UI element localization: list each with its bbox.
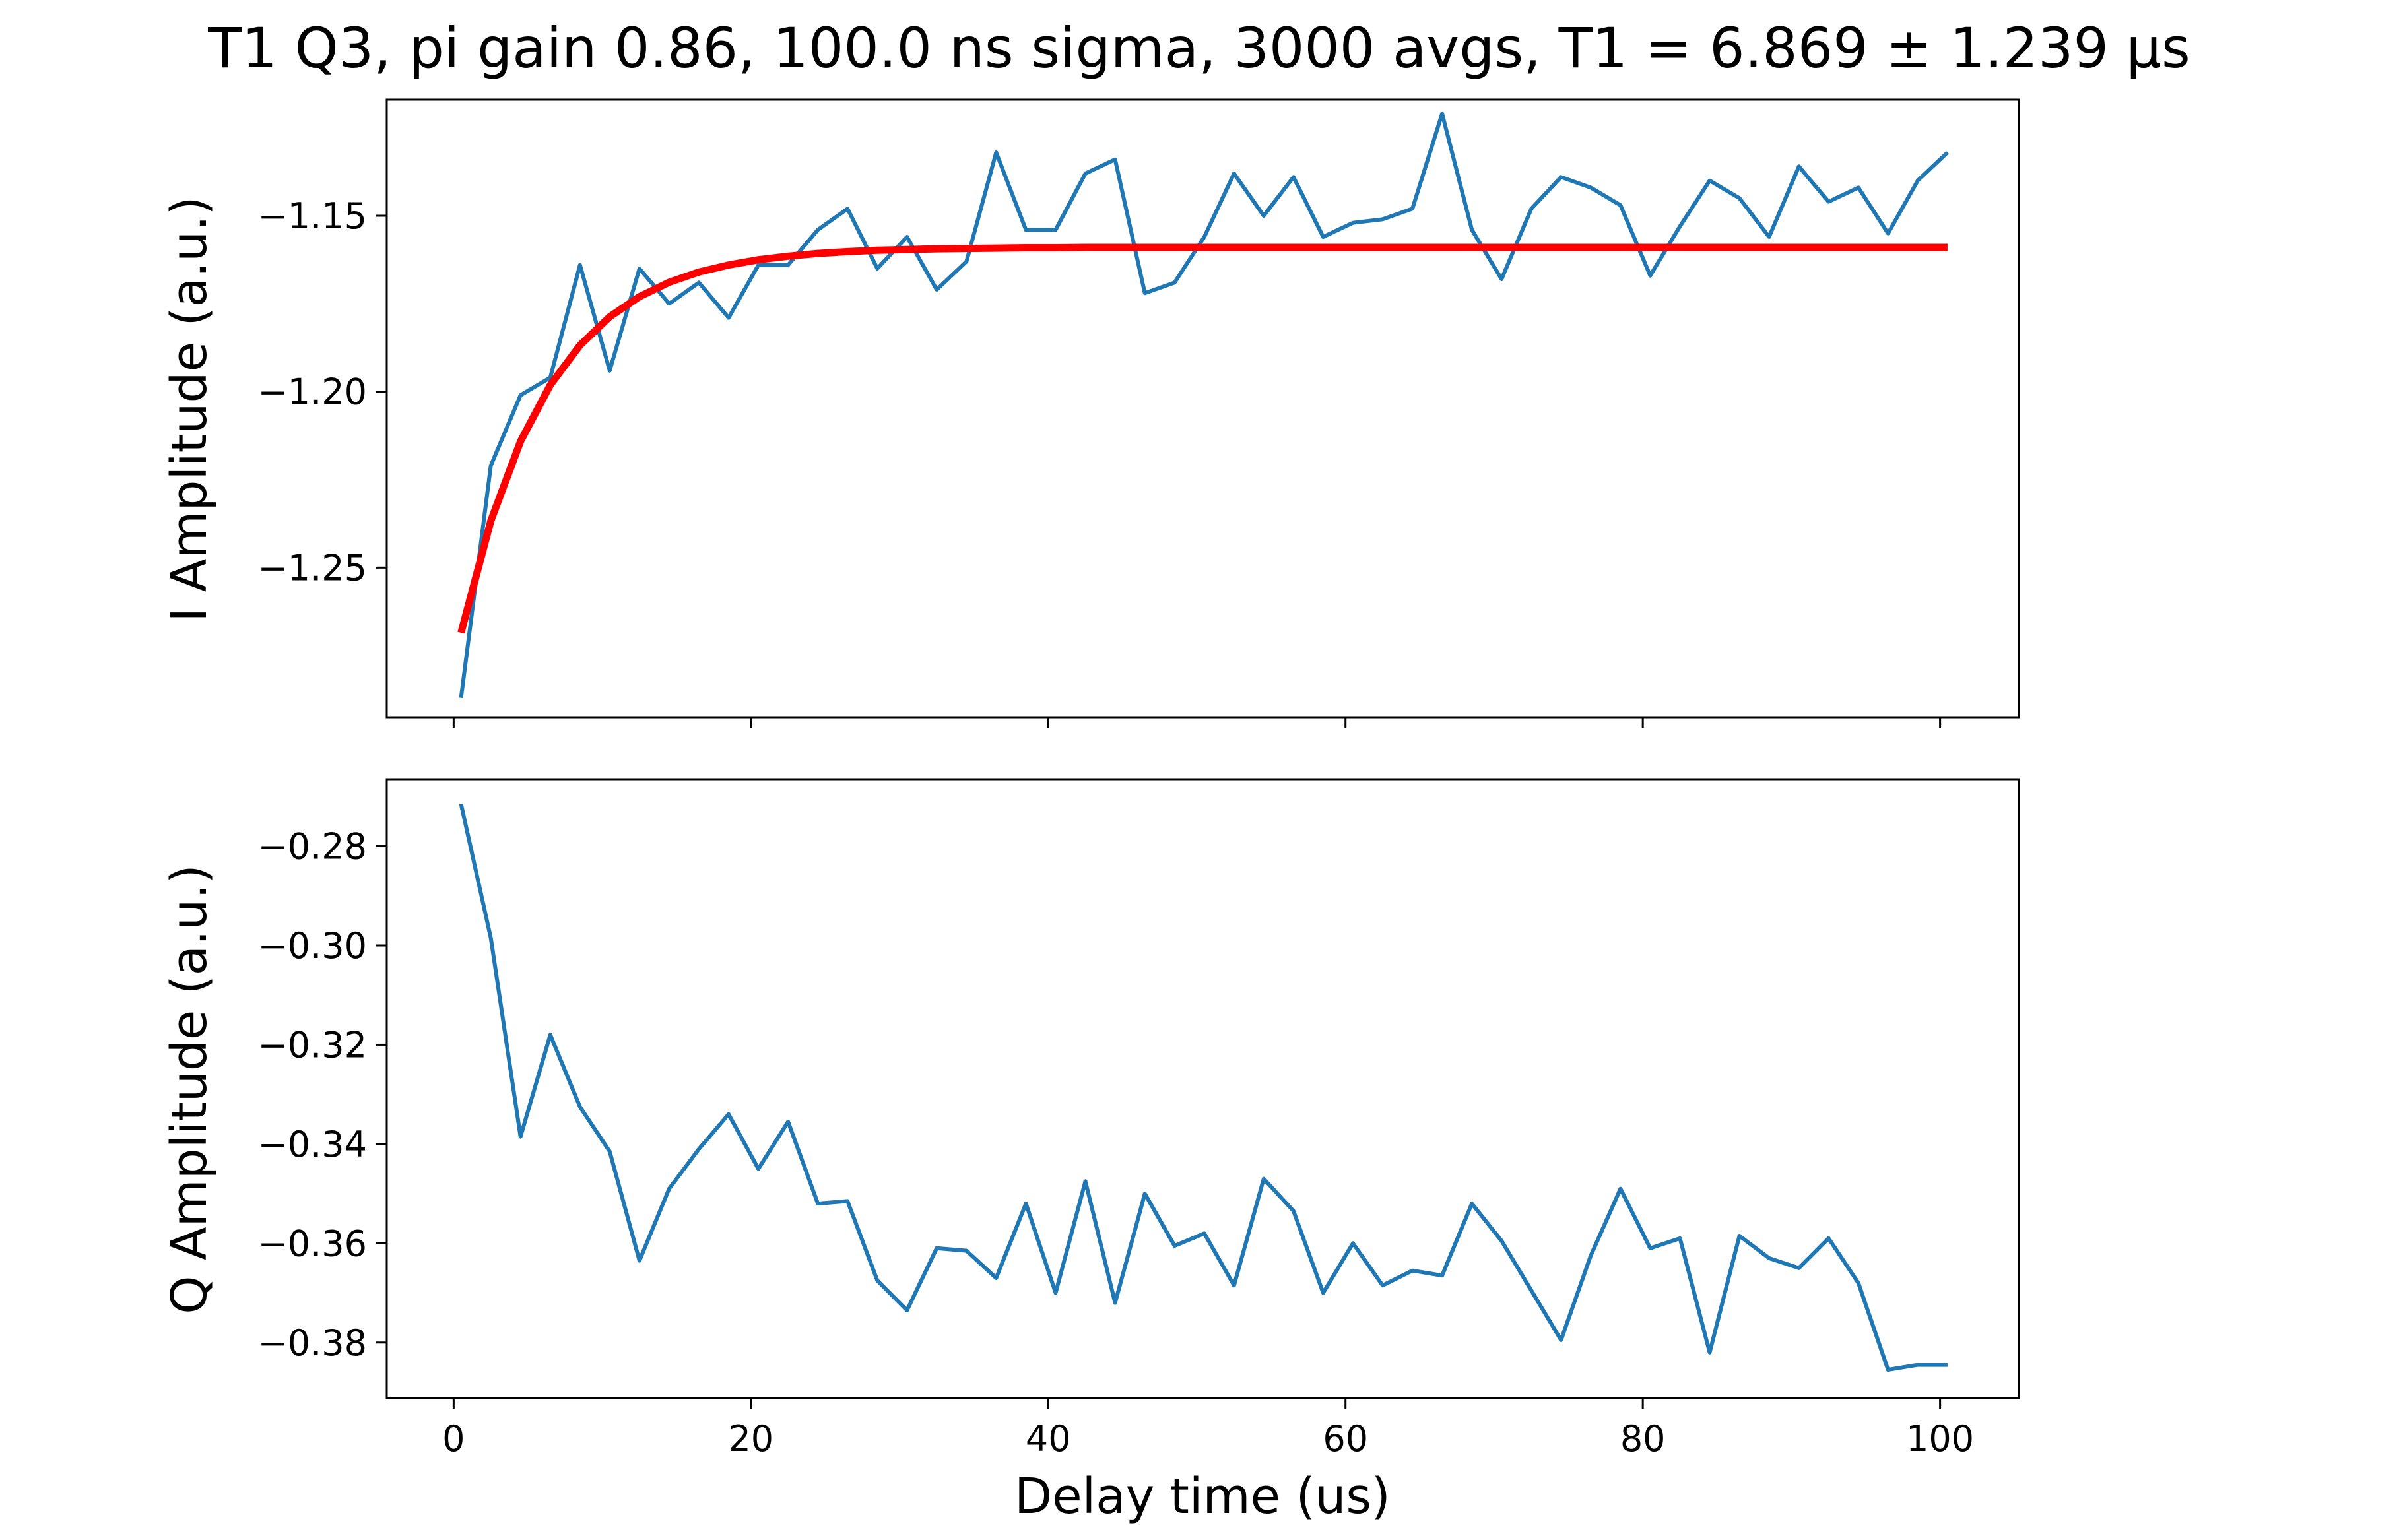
y-tick-label: −0.36 xyxy=(258,1223,367,1264)
y-tick-label: −1.15 xyxy=(258,195,367,237)
i-data-line xyxy=(459,112,1949,699)
y-tick-label: −0.30 xyxy=(258,925,367,967)
y-tick-label: −0.34 xyxy=(258,1124,367,1165)
x-tick-label: 80 xyxy=(1620,1418,1666,1460)
ylabel-q-amplitude: Q Amplitude (a.u.) xyxy=(161,864,218,1314)
x-tick-label: 40 xyxy=(1026,1418,1071,1460)
y-tick-label: −1.25 xyxy=(258,547,367,589)
axes-frame xyxy=(385,98,2020,719)
xlabel-delay-time: Delay time (us) xyxy=(1014,1468,1391,1525)
x-tick-label: 60 xyxy=(1323,1418,1368,1460)
panel-q-amplitude: Q Amplitude (a.u.) Delay time (us) 0 20 40… xyxy=(161,778,2020,1525)
ylabel-i-amplitude: I Amplitude (a.u.) xyxy=(161,196,218,622)
y-tick-label: −1.20 xyxy=(258,371,367,413)
x-tick-label: 20 xyxy=(728,1418,773,1460)
q-data-line xyxy=(459,803,1948,1372)
axes-frame xyxy=(385,778,2020,1399)
panel-i-amplitude: I Amplitude (a.u.) −1.25 −1.20 −1.15 xyxy=(161,98,2020,728)
x-tick-label: 100 xyxy=(1906,1418,1974,1460)
y-tick-label: −0.32 xyxy=(258,1024,367,1066)
y-tick-label: −0.38 xyxy=(258,1322,367,1364)
y-tick-label: −0.28 xyxy=(258,826,367,868)
x-tick-label: 0 xyxy=(442,1418,465,1460)
i-fit-line xyxy=(457,243,1948,634)
figure-title: T1 Q3, pi gain 0.86, 100.0 ns sigma, 300… xyxy=(207,16,2190,80)
